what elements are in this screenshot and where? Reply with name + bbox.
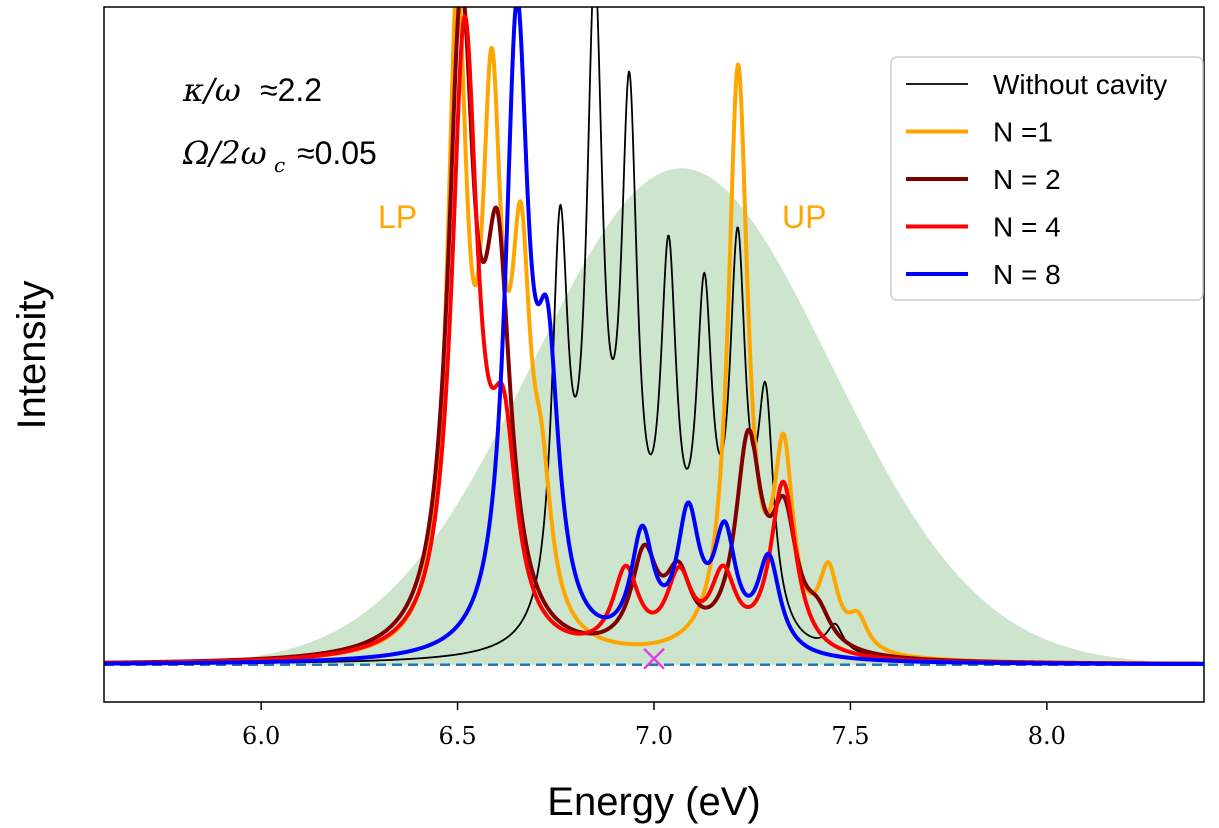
x-tick-label: 6.0 <box>242 722 280 750</box>
omega-symbol: Ω/2ω <box>182 134 267 172</box>
y-axis-label: Intensity <box>10 281 54 430</box>
kappa-symbol: κ/ω <box>182 71 241 109</box>
x-tick-label: 6.5 <box>438 722 476 750</box>
series-line-n8 <box>104 7 1204 667</box>
cross-marker-stroke-2 <box>643 647 665 670</box>
x-axis-label: Energy (eV) <box>547 780 760 824</box>
legend-label-n2: N = 2 <box>993 164 1061 195</box>
gaussian-envelope-area <box>104 168 1204 665</box>
legend-box <box>890 56 1204 301</box>
up-label: UP <box>782 199 826 235</box>
omega-value: ≈0.05 <box>297 135 377 171</box>
kappa-value: ≈2.2 <box>260 72 322 108</box>
x-tick-label: 8.0 <box>1028 722 1066 750</box>
cross-marker <box>643 647 665 670</box>
x-tick-label: 7.0 <box>635 722 673 750</box>
legend-label-n8: N = 8 <box>993 259 1061 290</box>
x-axis-ticks: 6.0 6.5 7.0 7.5 8.0 <box>242 702 1066 750</box>
legend-label-n4: N = 4 <box>993 212 1061 243</box>
x-tick-label: 7.5 <box>831 722 869 750</box>
omega-subscript: c <box>274 153 285 177</box>
legend-label-without-cavity: Without cavity <box>993 69 1167 100</box>
kappa-annotation: κ/ω ≈2.2 <box>182 71 322 109</box>
omega-annotation: Ω/2ω c ≈0.05 <box>182 134 377 177</box>
lp-label: LP <box>378 199 417 235</box>
legend: Without cavity N =1 N = 2 N = 4 N = 8 <box>890 56 1204 301</box>
legend-label-n1: N =1 <box>993 117 1053 148</box>
